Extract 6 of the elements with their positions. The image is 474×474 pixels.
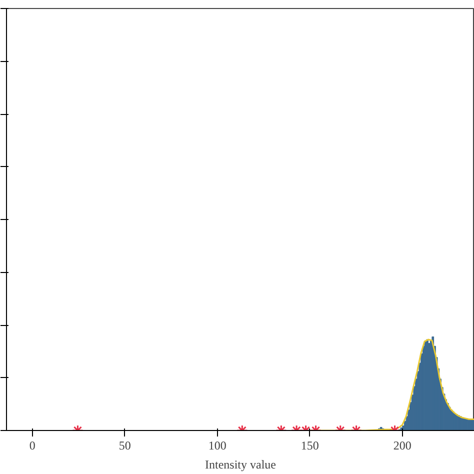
x-tick-label: 150	[300, 438, 319, 452]
x-axis-title: Intensity value	[205, 458, 276, 472]
x-tick-label: 0	[29, 438, 36, 452]
x-tick-label: 50	[118, 438, 131, 452]
x-tick-label: 200	[393, 438, 412, 452]
x-tick-label: 100	[208, 438, 226, 452]
